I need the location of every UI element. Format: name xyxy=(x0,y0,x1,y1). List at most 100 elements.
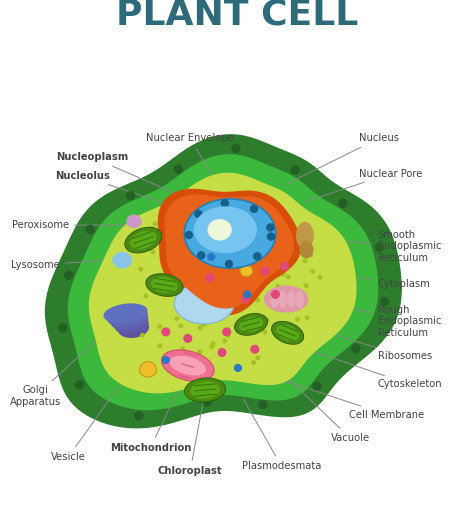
Circle shape xyxy=(197,241,201,244)
Circle shape xyxy=(318,275,322,279)
Circle shape xyxy=(202,299,205,303)
Circle shape xyxy=(185,273,189,277)
Circle shape xyxy=(195,210,202,218)
Circle shape xyxy=(139,267,143,271)
Circle shape xyxy=(272,290,279,298)
Circle shape xyxy=(276,284,280,288)
Circle shape xyxy=(181,347,184,351)
Circle shape xyxy=(141,333,144,337)
Ellipse shape xyxy=(103,303,147,323)
Circle shape xyxy=(135,412,143,420)
Text: Cytoplasm: Cytoplasm xyxy=(319,272,430,289)
Circle shape xyxy=(211,342,215,345)
Circle shape xyxy=(221,272,225,276)
Circle shape xyxy=(273,231,276,234)
Circle shape xyxy=(310,247,313,251)
Text: Golgi
Apparatus: Golgi Apparatus xyxy=(10,319,120,407)
Ellipse shape xyxy=(194,206,257,253)
Ellipse shape xyxy=(151,277,178,293)
Circle shape xyxy=(223,310,226,313)
Circle shape xyxy=(207,236,211,240)
Text: Vesicle: Vesicle xyxy=(51,377,125,462)
Circle shape xyxy=(263,330,266,334)
Circle shape xyxy=(221,300,225,304)
Circle shape xyxy=(282,272,285,276)
Circle shape xyxy=(158,325,162,328)
Ellipse shape xyxy=(184,199,276,268)
Circle shape xyxy=(193,293,197,297)
Ellipse shape xyxy=(114,315,149,334)
Circle shape xyxy=(153,222,156,226)
Circle shape xyxy=(267,224,274,231)
Circle shape xyxy=(246,302,250,305)
Circle shape xyxy=(199,240,203,243)
Circle shape xyxy=(251,293,255,297)
Ellipse shape xyxy=(276,325,299,341)
Text: Plasmodesmata: Plasmodesmata xyxy=(242,399,321,471)
Circle shape xyxy=(144,294,148,298)
Polygon shape xyxy=(68,154,378,410)
Circle shape xyxy=(261,267,269,275)
Circle shape xyxy=(175,317,179,321)
Circle shape xyxy=(181,286,185,289)
Circle shape xyxy=(225,221,228,224)
Circle shape xyxy=(149,227,153,231)
Circle shape xyxy=(239,319,243,322)
Circle shape xyxy=(296,318,299,321)
Circle shape xyxy=(230,266,233,270)
Ellipse shape xyxy=(270,290,279,308)
Circle shape xyxy=(59,324,67,332)
Circle shape xyxy=(226,333,230,337)
Circle shape xyxy=(196,242,200,246)
Circle shape xyxy=(238,284,242,287)
Circle shape xyxy=(203,304,207,307)
Circle shape xyxy=(251,345,259,353)
Circle shape xyxy=(274,242,278,246)
Circle shape xyxy=(259,401,267,408)
Circle shape xyxy=(223,339,227,343)
Circle shape xyxy=(303,259,307,263)
Circle shape xyxy=(223,328,230,336)
Ellipse shape xyxy=(112,252,132,269)
Circle shape xyxy=(254,253,261,260)
Circle shape xyxy=(259,253,263,257)
Circle shape xyxy=(192,274,196,278)
Circle shape xyxy=(208,253,215,260)
Ellipse shape xyxy=(146,274,183,297)
Circle shape xyxy=(206,273,210,277)
Ellipse shape xyxy=(296,222,314,249)
Circle shape xyxy=(151,250,155,254)
Ellipse shape xyxy=(208,219,232,241)
Circle shape xyxy=(244,291,251,298)
Text: Vacuole: Vacuole xyxy=(265,356,370,443)
Circle shape xyxy=(265,319,269,322)
Circle shape xyxy=(352,344,360,352)
Ellipse shape xyxy=(130,231,156,249)
Circle shape xyxy=(299,300,303,303)
Ellipse shape xyxy=(264,286,309,313)
Ellipse shape xyxy=(174,283,234,324)
Ellipse shape xyxy=(107,307,148,327)
Circle shape xyxy=(313,382,321,390)
Circle shape xyxy=(253,277,256,281)
Ellipse shape xyxy=(184,378,226,402)
Circle shape xyxy=(86,225,94,233)
Circle shape xyxy=(210,271,214,275)
Ellipse shape xyxy=(287,290,296,308)
Ellipse shape xyxy=(296,290,304,308)
Circle shape xyxy=(202,323,206,326)
Ellipse shape xyxy=(110,311,148,330)
Ellipse shape xyxy=(299,241,313,259)
Circle shape xyxy=(309,253,312,257)
Ellipse shape xyxy=(239,317,263,332)
Ellipse shape xyxy=(235,313,267,336)
Circle shape xyxy=(237,240,240,244)
Ellipse shape xyxy=(139,362,156,377)
Circle shape xyxy=(257,277,261,281)
Circle shape xyxy=(204,255,208,259)
Ellipse shape xyxy=(272,321,304,344)
Circle shape xyxy=(256,356,260,360)
Circle shape xyxy=(232,144,240,152)
Circle shape xyxy=(249,263,252,266)
Circle shape xyxy=(305,316,309,320)
